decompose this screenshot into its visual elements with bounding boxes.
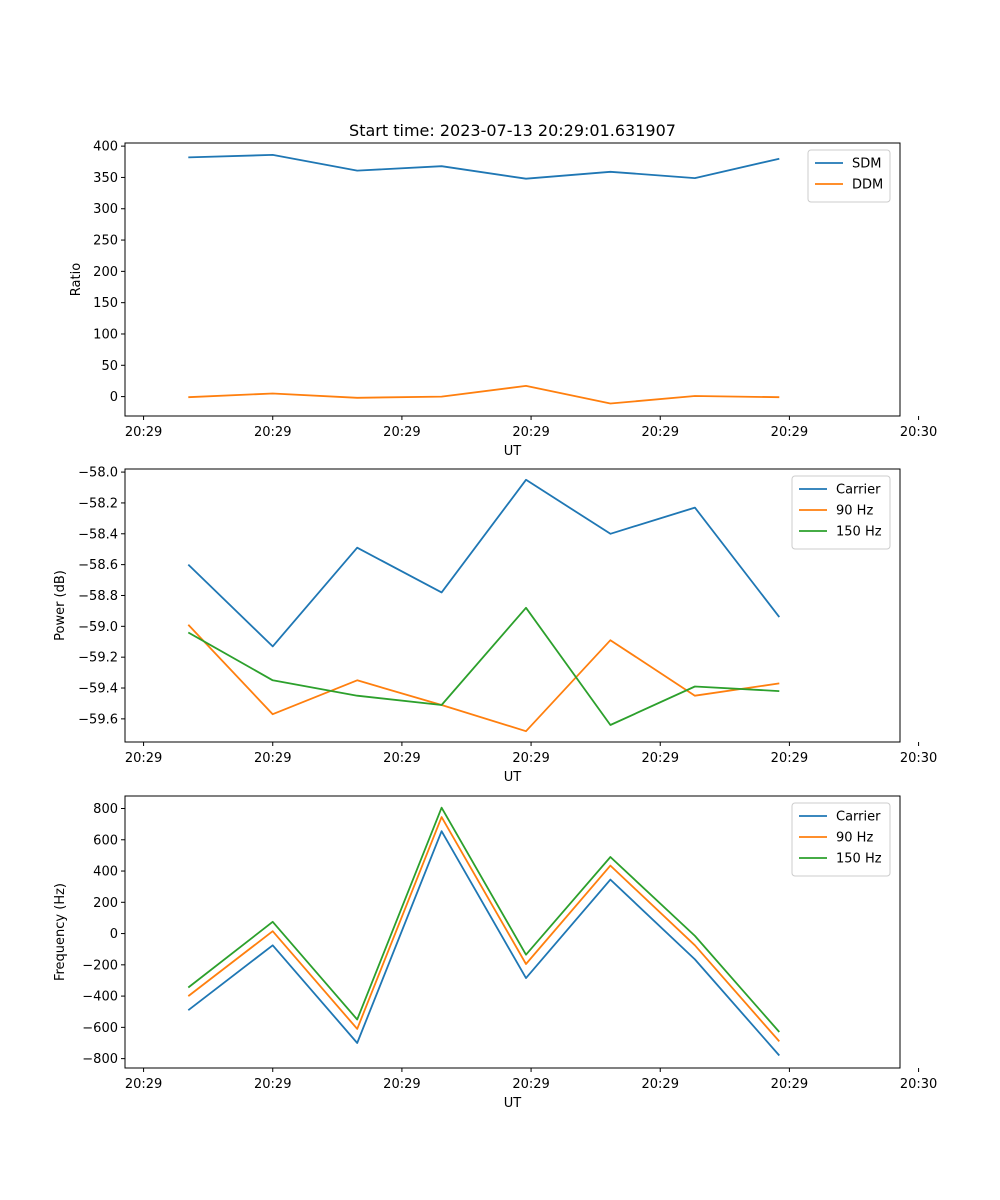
x-tick-label: 20:29 xyxy=(771,751,808,766)
x-axis-label: UT xyxy=(504,444,522,459)
legend: SDM DDM xyxy=(807,149,891,203)
x-tick-label: 20:29 xyxy=(254,751,291,766)
series-line-90-hz xyxy=(187,624,780,733)
chart-panel-2: 20:29 20:29 20:29 20:29 20:29 20:29 20:30 −59.6… xyxy=(53,466,937,785)
chart-panel-1: 20:29 20:29 20:29 20:29 20:29 20:29 20:30 0 50 10… xyxy=(69,121,937,459)
x-tick-label: 20:29 xyxy=(125,425,162,440)
legend-label-150-hz: 150 Hz xyxy=(836,852,882,867)
y-tick-label: −400 xyxy=(82,990,118,1005)
x-tick-label: 20:30 xyxy=(900,1077,937,1092)
legend-label-carrier: Carrier xyxy=(836,483,881,498)
y-tick-label: 150 xyxy=(93,296,118,311)
y-tick-label: −58.4 xyxy=(78,527,118,542)
y-tick-label: −58.8 xyxy=(78,589,118,604)
y-tick-label: 200 xyxy=(93,896,118,911)
y-tick-label: 100 xyxy=(93,327,118,342)
x-tick-label: 20:29 xyxy=(383,751,420,766)
x-tick-label: 20:29 xyxy=(254,425,291,440)
x-axis-label: UT xyxy=(504,770,522,785)
x-tick-label: 20:29 xyxy=(125,751,162,766)
y-tick-label: −58.2 xyxy=(78,496,118,511)
y-tick-label: 0 xyxy=(110,390,118,405)
y-tick-label: −58.0 xyxy=(78,466,118,481)
x-tick-label: 20:29 xyxy=(642,1077,679,1092)
x-axis-label: UT xyxy=(504,1096,522,1111)
y-tick-label: 600 xyxy=(93,833,118,848)
y-tick-label: −59.0 xyxy=(78,620,118,635)
axes-frame xyxy=(124,468,901,743)
y-tick-label: 0 xyxy=(110,927,118,942)
y-axis-label: Ratio xyxy=(69,263,84,296)
x-tick-label: 20:29 xyxy=(254,1077,291,1092)
legend-label-sdm: SDM xyxy=(852,157,881,172)
legend-label-90-hz: 90 Hz xyxy=(836,504,873,519)
y-axis-label: Power (dB) xyxy=(53,570,68,641)
y-tick-label: 800 xyxy=(93,802,118,817)
y-tick-label: −600 xyxy=(82,1021,118,1036)
x-tick-label: 20:29 xyxy=(512,1077,549,1092)
legend: Carrier 90 Hz 150 Hz xyxy=(791,475,891,550)
y-tick-label: 250 xyxy=(93,234,118,249)
y-tick-label: 400 xyxy=(93,140,118,155)
series-line-carrier xyxy=(187,478,781,648)
x-tick-label: 20:29 xyxy=(642,751,679,766)
y-tick-label: −59.6 xyxy=(78,712,118,727)
x-tick-label: 20:29 xyxy=(383,1077,420,1092)
series-line-carrier xyxy=(187,830,780,1057)
x-tick-label: 20:29 xyxy=(642,425,679,440)
x-tick-label: 20:29 xyxy=(512,751,549,766)
x-tick-label: 20:29 xyxy=(512,425,549,440)
y-tick-label: 50 xyxy=(101,359,118,374)
x-tick-label: 20:29 xyxy=(383,425,420,440)
x-tick-label: 20:29 xyxy=(771,1077,808,1092)
y-tick-label: −800 xyxy=(82,1052,118,1067)
chart-title: Start time: 2023-07-13 20:29:01.631907 xyxy=(349,121,676,140)
y-tick-label: −200 xyxy=(82,958,118,973)
y-tick-label: −59.4 xyxy=(78,682,118,697)
x-tick-label: 20:29 xyxy=(125,1077,162,1092)
y-axis-label: Frequency (Hz) xyxy=(53,883,68,981)
series-line-150-hz xyxy=(187,806,780,1033)
legend-label-carrier: Carrier xyxy=(836,810,881,825)
axes-frame xyxy=(124,142,901,417)
series-line-ddm xyxy=(188,384,780,405)
y-tick-label: 350 xyxy=(93,171,118,186)
y-tick-label: 300 xyxy=(93,202,118,217)
x-tick-label: 20:29 xyxy=(771,425,808,440)
y-tick-label: 400 xyxy=(93,865,118,880)
series-line-sdm xyxy=(188,153,780,180)
y-tick-label: −59.2 xyxy=(78,651,118,666)
legend: Carrier 90 Hz 150 Hz xyxy=(791,802,891,877)
chart-panel-3: 20:29 20:29 20:29 20:29 20:29 20:29 20:30 −800 −… xyxy=(53,795,937,1111)
series-line-150-hz xyxy=(187,606,780,726)
legend-label-150-hz: 150 Hz xyxy=(836,525,882,540)
y-tick-label: −58.6 xyxy=(78,558,118,573)
legend-label-ddm: DDM xyxy=(852,178,883,193)
legend-label-90-hz: 90 Hz xyxy=(836,831,873,846)
x-tick-label: 20:30 xyxy=(900,751,937,766)
series-line-90-hz xyxy=(187,816,780,1042)
axes-frame xyxy=(124,795,901,1069)
x-tick-label: 20:30 xyxy=(900,425,937,440)
y-tick-label: 200 xyxy=(93,265,118,280)
